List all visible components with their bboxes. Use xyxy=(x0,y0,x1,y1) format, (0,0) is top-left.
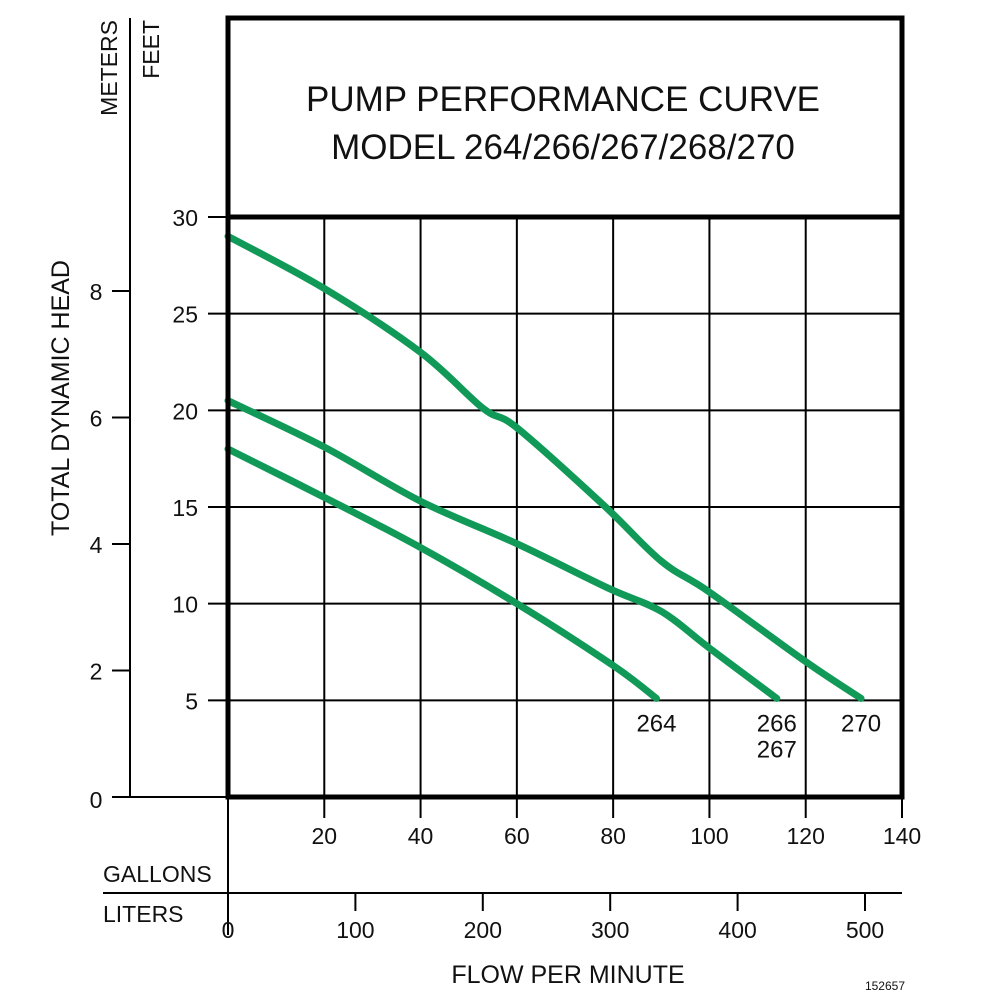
meters-tick-label: 8 xyxy=(90,279,103,305)
meters-label: METERS xyxy=(96,20,122,116)
liters-tick-label: 500 xyxy=(846,917,884,943)
gallons-tick-label: 20 xyxy=(311,823,337,849)
feet-tick-label: 15 xyxy=(172,495,198,521)
y-axis-title: TOTAL DYNAMIC HEAD xyxy=(47,260,75,536)
feet-tick-label: 10 xyxy=(172,592,198,618)
liters-tick-label: 0 xyxy=(222,917,235,943)
gallons-tick-label: 80 xyxy=(600,823,626,849)
meters-tick-label: 4 xyxy=(90,532,103,558)
gallons-tick-label: 120 xyxy=(787,823,825,849)
curve-270 xyxy=(224,232,865,702)
gallons-tick-label: 140 xyxy=(883,823,921,849)
footnote: 152657 xyxy=(865,979,905,993)
curve-label-267: 267 xyxy=(757,736,797,763)
gallons-label: GALLONS xyxy=(103,861,212,887)
gallons-tick-label: 40 xyxy=(408,823,434,849)
grid xyxy=(228,217,902,797)
chart-title: PUMP PERFORMANCE CURVE xyxy=(306,80,820,119)
liters-tick-label: 300 xyxy=(591,917,629,943)
feet-label: FEET xyxy=(138,20,164,79)
gallons-tick-label: 100 xyxy=(690,823,728,849)
meters-tick-label: 2 xyxy=(90,659,103,685)
liters-tick-label: 400 xyxy=(718,917,756,943)
curve-266-267 xyxy=(224,397,781,702)
gallons-tick-label: 60 xyxy=(504,823,530,849)
curve-label-264: 264 xyxy=(636,710,676,737)
curve-264 xyxy=(224,445,660,702)
meters-tick-label: 6 xyxy=(90,406,103,432)
feet-tick-label: 20 xyxy=(172,398,198,424)
feet-zero-label: 0 xyxy=(90,787,103,813)
liters-tick-label: 200 xyxy=(464,917,502,943)
liters-label: LITERS xyxy=(103,901,184,927)
curve-label-270: 270 xyxy=(841,710,881,737)
chart-subtitle: MODEL 264/266/267/268/270 xyxy=(331,128,795,167)
liters-tick-label: 100 xyxy=(336,917,374,943)
feet-tick-label: 25 xyxy=(172,302,198,328)
plot-frame xyxy=(225,15,905,800)
feet-tick-label: 30 xyxy=(172,205,198,231)
feet-tick-label: 5 xyxy=(185,688,198,714)
x-axis-title: FLOW PER MINUTE xyxy=(451,961,684,989)
curve-label-266: 266 xyxy=(757,710,797,737)
